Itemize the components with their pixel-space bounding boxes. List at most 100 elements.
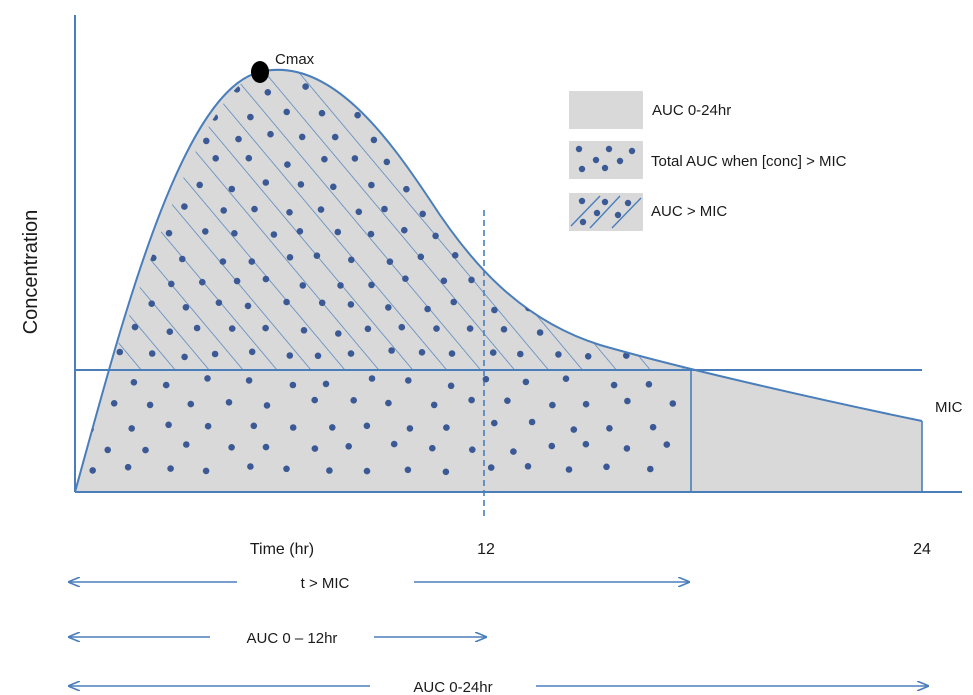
pattern-dot (536, 329, 544, 336)
pattern-dot (644, 226, 651, 234)
pattern-dot (537, 282, 544, 290)
pattern-dot (405, 377, 412, 384)
pattern-dot (284, 161, 291, 168)
pattern-dot (370, 136, 378, 144)
pattern-dot (345, 443, 353, 450)
pattern-dot (262, 443, 270, 451)
pattern-dot (128, 136, 135, 144)
pattern-dot (326, 467, 333, 474)
pattern-dot (385, 399, 392, 407)
legend-swatch-hatch (570, 195, 642, 229)
pattern-dot (548, 442, 556, 450)
pattern-dot (490, 155, 498, 163)
pattern-dot (607, 275, 614, 282)
pattern-dot (526, 109, 533, 116)
pattern-dot (466, 185, 474, 193)
pattern-dot (331, 133, 339, 141)
pattern-dot (318, 299, 326, 307)
pattern-dot (89, 379, 96, 386)
pattern-dot (231, 230, 238, 237)
pattern-dot (150, 254, 157, 262)
pattern-dot (383, 158, 391, 166)
pattern-dot (144, 112, 151, 120)
pattern-dot (645, 381, 653, 388)
pattern-dot (432, 232, 439, 240)
pattern-dot (235, 135, 242, 143)
legend-swatch-hatch-dots (578, 197, 632, 226)
legend-swatch-dots (575, 145, 636, 173)
pattern-dot (300, 327, 308, 334)
pattern-dot (553, 255, 561, 262)
pattern-dot (674, 324, 681, 332)
pattern-dot (314, 352, 322, 360)
pattern-dot (370, 84, 378, 91)
pattern-dot (97, 279, 104, 286)
pattern-dot (381, 205, 388, 213)
pattern-dot (406, 425, 414, 432)
pattern-dot (94, 233, 101, 240)
pattern-dot (675, 228, 682, 236)
pattern-dot (500, 138, 508, 146)
pattern-dot (447, 382, 455, 390)
span-label-auc-0-12: AUC 0 – 12hr (247, 630, 338, 647)
pattern-dot (311, 396, 319, 404)
pattern-dot (556, 306, 563, 313)
pattern-dot (623, 445, 631, 452)
pattern-dot (245, 377, 253, 384)
pattern-dot (128, 234, 136, 241)
pattern-dot (388, 347, 395, 354)
pattern-dot (228, 185, 236, 193)
pattern-dot (203, 137, 210, 145)
pattern-dot (313, 252, 321, 259)
span-t-gt-mic: t > MIC (69, 575, 689, 592)
pattern-dot (251, 205, 258, 213)
pattern-dot (296, 228, 304, 235)
pattern-dot (248, 258, 256, 265)
pattern-dot (556, 155, 564, 162)
pattern-dot (401, 226, 408, 234)
pattern-dot (470, 231, 477, 238)
span-label-t-gt-mic: t > MIC (301, 575, 350, 592)
pattern-dot (126, 277, 134, 285)
pattern-dot (400, 138, 408, 145)
pattern-dot (194, 89, 202, 97)
pattern-dot (202, 467, 210, 475)
pattern-dot (112, 252, 119, 260)
pattern-dot (584, 353, 592, 360)
tick-label-12: 12 (477, 541, 495, 558)
pattern-dot (322, 380, 330, 388)
pattern-dot (297, 181, 305, 188)
pattern-dot (95, 330, 102, 337)
pattern-dot (286, 352, 294, 359)
pattern-dot (283, 465, 290, 473)
pattern-dot (202, 228, 209, 235)
legend: AUC 0-24hr Total AUC when [conc] > MIC A… (569, 91, 847, 231)
pattern-dot (674, 277, 682, 284)
legend-label-auc-gt-mic: AUC > MIC (651, 203, 727, 220)
pattern-dot (289, 381, 297, 389)
pattern-dot (418, 349, 426, 356)
pattern-dot (610, 182, 618, 189)
pattern-dot (89, 467, 96, 474)
pattern-dot (649, 423, 657, 431)
pattern-dot (111, 302, 118, 310)
pattern-dot (487, 464, 495, 471)
pattern-dot (348, 256, 355, 264)
pattern-dot (582, 440, 590, 448)
pattern-dot (368, 281, 375, 289)
pattern-dot (334, 228, 342, 236)
pattern-dot (364, 325, 372, 333)
pattern-dot (329, 424, 336, 431)
pattern-dot (149, 209, 156, 216)
pattern-dot (247, 113, 254, 121)
pattern-dot (130, 379, 138, 386)
pattern-dot (455, 203, 462, 211)
pattern-dot (390, 440, 398, 448)
pattern-dot (350, 397, 358, 404)
pattern-dot (542, 184, 550, 191)
pattern-dot (355, 208, 363, 216)
pattern-dot (283, 108, 291, 116)
pattern-dot (469, 446, 476, 454)
pattern-dot (148, 350, 156, 357)
pattern-dot (500, 326, 508, 333)
